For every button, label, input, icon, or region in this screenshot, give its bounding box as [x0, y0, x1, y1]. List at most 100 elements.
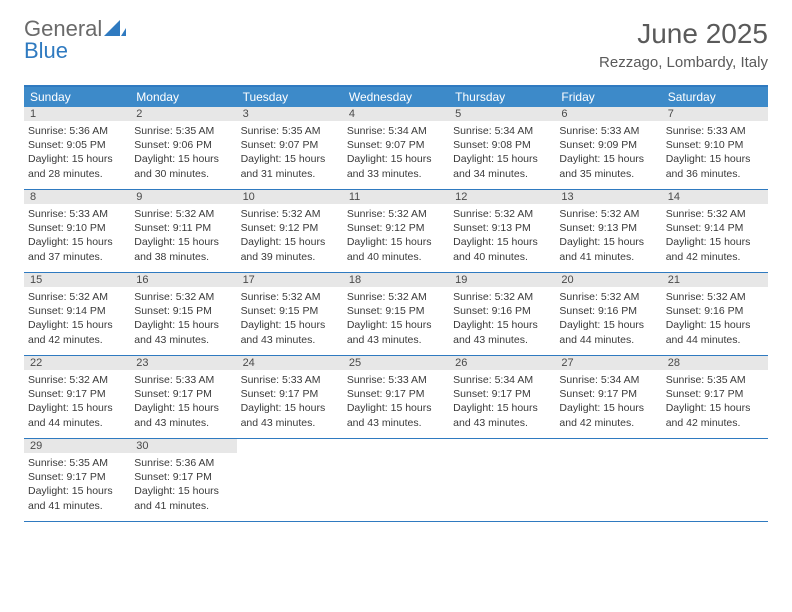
- daylight-line: and 38 minutes.: [134, 250, 232, 264]
- sunrise-line: Sunrise: 5:36 AM: [28, 124, 126, 138]
- daylight-line: Daylight: 15 hours: [28, 318, 126, 332]
- daylight-line: and 30 minutes.: [134, 167, 232, 181]
- brand-sail-icon: [104, 20, 126, 36]
- day-number: 2: [130, 107, 236, 121]
- day-number: 18: [343, 273, 449, 287]
- sunrise-line: Sunrise: 5:32 AM: [347, 290, 445, 304]
- daylight-line: Daylight: 15 hours: [666, 318, 764, 332]
- sunset-line: Sunset: 9:17 PM: [453, 387, 551, 401]
- daylight-line: and 34 minutes.: [453, 167, 551, 181]
- calendar: SundayMondayTuesdayWednesdayThursdayFrid…: [24, 85, 768, 522]
- sunrise-line: Sunrise: 5:34 AM: [453, 124, 551, 138]
- daylight-line: Daylight: 15 hours: [453, 401, 551, 415]
- dow-saturday: Saturday: [662, 87, 768, 107]
- sunrise-line: Sunrise: 5:32 AM: [559, 290, 657, 304]
- daylight-line: Daylight: 15 hours: [666, 152, 764, 166]
- sunset-line: Sunset: 9:05 PM: [28, 138, 126, 152]
- sunset-line: Sunset: 9:17 PM: [28, 387, 126, 401]
- daylight-line: and 28 minutes.: [28, 167, 126, 181]
- daylight-line: Daylight: 15 hours: [347, 401, 445, 415]
- dow-thursday: Thursday: [449, 87, 555, 107]
- title-block: June 2025 Rezzago, Lombardy, Italy: [599, 18, 768, 71]
- daylight-line: and 37 minutes.: [28, 250, 126, 264]
- day-cell: 30Sunrise: 5:36 AMSunset: 9:17 PMDayligh…: [130, 439, 236, 521]
- daylight-line: and 42 minutes.: [666, 250, 764, 264]
- header: General Blue June 2025 Rezzago, Lombardy…: [0, 0, 792, 77]
- brand-logo: General Blue: [24, 18, 126, 62]
- sunrise-line: Sunrise: 5:32 AM: [666, 290, 764, 304]
- week-row: 22Sunrise: 5:32 AMSunset: 9:17 PMDayligh…: [24, 356, 768, 439]
- daylight-line: Daylight: 15 hours: [666, 235, 764, 249]
- sunrise-line: Sunrise: 5:32 AM: [666, 207, 764, 221]
- day-cell: 10Sunrise: 5:32 AMSunset: 9:12 PMDayligh…: [237, 190, 343, 272]
- sunset-line: Sunset: 9:07 PM: [347, 138, 445, 152]
- day-cell: 17Sunrise: 5:32 AMSunset: 9:15 PMDayligh…: [237, 273, 343, 355]
- daylight-line: and 43 minutes.: [241, 333, 339, 347]
- dow-row: SundayMondayTuesdayWednesdayThursdayFrid…: [24, 87, 768, 107]
- daylight-line: and 41 minutes.: [559, 250, 657, 264]
- sunrise-line: Sunrise: 5:36 AM: [134, 456, 232, 470]
- sunset-line: Sunset: 9:16 PM: [559, 304, 657, 318]
- daylight-line: Daylight: 15 hours: [134, 152, 232, 166]
- day-cell: 5Sunrise: 5:34 AMSunset: 9:08 PMDaylight…: [449, 107, 555, 189]
- day-cell: 2Sunrise: 5:35 AMSunset: 9:06 PMDaylight…: [130, 107, 236, 189]
- sunrise-line: Sunrise: 5:34 AM: [559, 373, 657, 387]
- daylight-line: Daylight: 15 hours: [559, 152, 657, 166]
- sunset-line: Sunset: 9:14 PM: [28, 304, 126, 318]
- day-number: 5: [449, 107, 555, 121]
- daylight-line: and 44 minutes.: [28, 416, 126, 430]
- dow-wednesday: Wednesday: [343, 87, 449, 107]
- daylight-line: Daylight: 15 hours: [559, 235, 657, 249]
- brand-text: General Blue: [24, 18, 126, 62]
- daylight-line: and 43 minutes.: [347, 333, 445, 347]
- sunset-line: Sunset: 9:15 PM: [241, 304, 339, 318]
- sunset-line: Sunset: 9:11 PM: [134, 221, 232, 235]
- daylight-line: and 43 minutes.: [134, 416, 232, 430]
- daylight-line: Daylight: 15 hours: [347, 235, 445, 249]
- day-cell-empty: [555, 439, 661, 521]
- sunrise-line: Sunrise: 5:34 AM: [453, 373, 551, 387]
- day-number: 15: [24, 273, 130, 287]
- daylight-line: Daylight: 15 hours: [347, 318, 445, 332]
- daylight-line: Daylight: 15 hours: [241, 152, 339, 166]
- sunrise-line: Sunrise: 5:32 AM: [134, 290, 232, 304]
- daylight-line: Daylight: 15 hours: [28, 401, 126, 415]
- day-cell: 11Sunrise: 5:32 AMSunset: 9:12 PMDayligh…: [343, 190, 449, 272]
- sunset-line: Sunset: 9:17 PM: [28, 470, 126, 484]
- sunset-line: Sunset: 9:16 PM: [666, 304, 764, 318]
- sunrise-line: Sunrise: 5:33 AM: [28, 207, 126, 221]
- daylight-line: and 42 minutes.: [28, 333, 126, 347]
- week-row: 29Sunrise: 5:35 AMSunset: 9:17 PMDayligh…: [24, 439, 768, 522]
- daylight-line: Daylight: 15 hours: [241, 318, 339, 332]
- daylight-line: and 39 minutes.: [241, 250, 339, 264]
- sunset-line: Sunset: 9:15 PM: [134, 304, 232, 318]
- sunset-line: Sunset: 9:07 PM: [241, 138, 339, 152]
- dow-friday: Friday: [555, 87, 661, 107]
- day-cell: 12Sunrise: 5:32 AMSunset: 9:13 PMDayligh…: [449, 190, 555, 272]
- sunrise-line: Sunrise: 5:32 AM: [241, 207, 339, 221]
- sunrise-line: Sunrise: 5:35 AM: [134, 124, 232, 138]
- daylight-line: and 36 minutes.: [666, 167, 764, 181]
- day-cell: 27Sunrise: 5:34 AMSunset: 9:17 PMDayligh…: [555, 356, 661, 438]
- sunset-line: Sunset: 9:16 PM: [453, 304, 551, 318]
- day-number: 24: [237, 356, 343, 370]
- sunset-line: Sunset: 9:13 PM: [453, 221, 551, 235]
- day-number: 11: [343, 190, 449, 204]
- day-number: 19: [449, 273, 555, 287]
- sunset-line: Sunset: 9:17 PM: [134, 387, 232, 401]
- day-number: 29: [24, 439, 130, 453]
- sunset-line: Sunset: 9:10 PM: [666, 138, 764, 152]
- sunrise-line: Sunrise: 5:32 AM: [453, 290, 551, 304]
- sunrise-line: Sunrise: 5:32 AM: [453, 207, 551, 221]
- day-number: 8: [24, 190, 130, 204]
- day-number: 4: [343, 107, 449, 121]
- day-cell: 7Sunrise: 5:33 AMSunset: 9:10 PMDaylight…: [662, 107, 768, 189]
- sunrise-line: Sunrise: 5:32 AM: [28, 373, 126, 387]
- daylight-line: and 43 minutes.: [134, 333, 232, 347]
- sunrise-line: Sunrise: 5:35 AM: [28, 456, 126, 470]
- sunset-line: Sunset: 9:13 PM: [559, 221, 657, 235]
- day-number: 28: [662, 356, 768, 370]
- day-cell-empty: [343, 439, 449, 521]
- day-cell: 26Sunrise: 5:34 AMSunset: 9:17 PMDayligh…: [449, 356, 555, 438]
- day-cell-empty: [662, 439, 768, 521]
